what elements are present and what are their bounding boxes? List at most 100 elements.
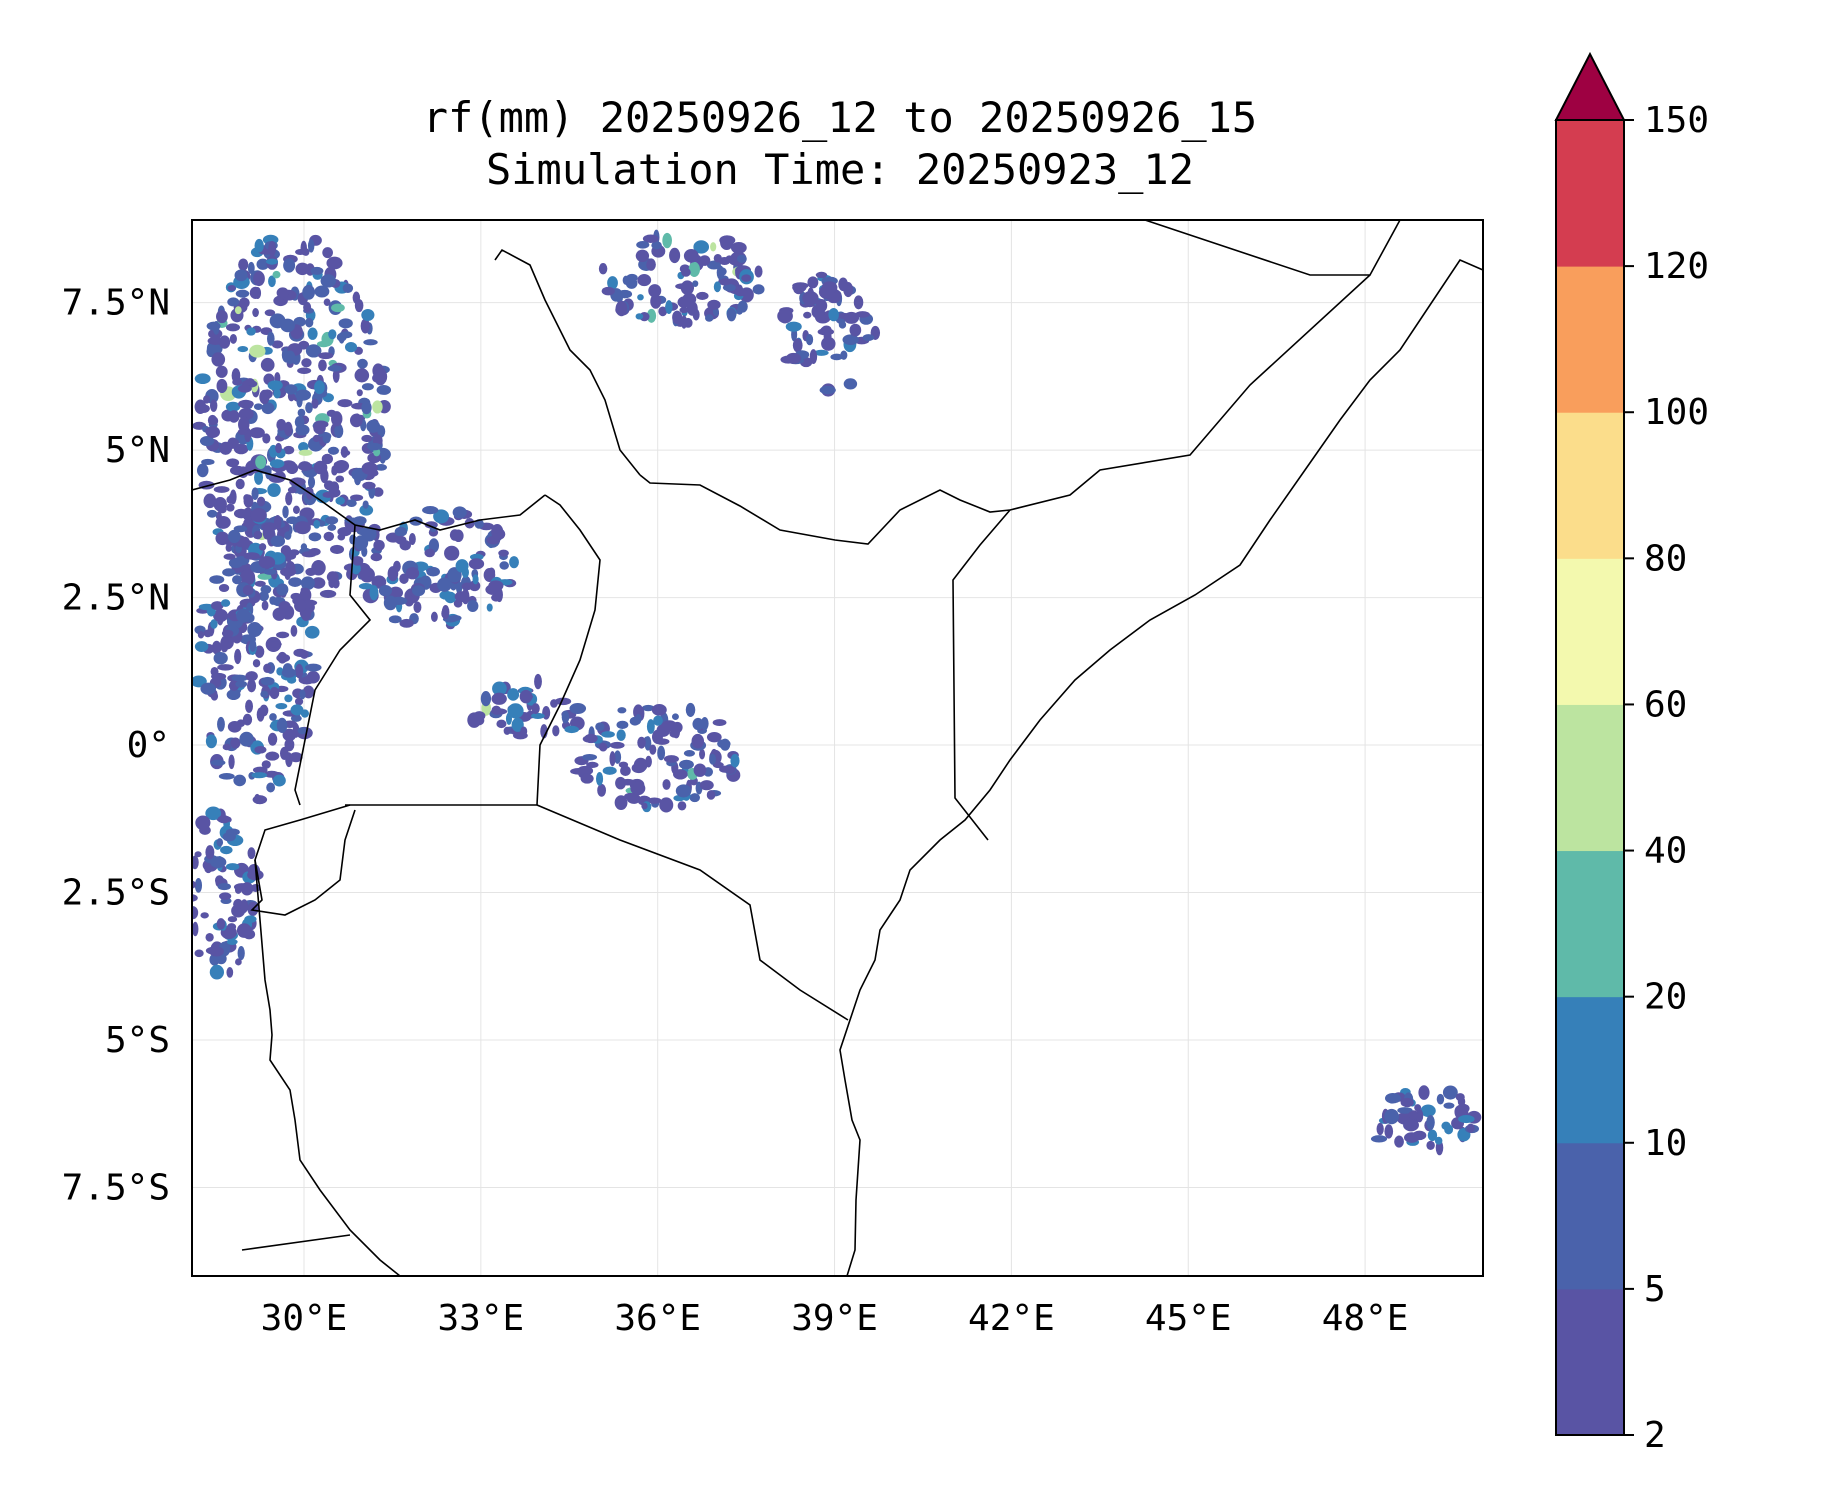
rain-cell [741, 274, 752, 282]
rain-cell [276, 717, 288, 733]
rain-cell [554, 697, 572, 706]
rain-cell [630, 781, 646, 796]
rain-cell [633, 704, 644, 720]
rain-cell [297, 367, 312, 374]
rain-cell [680, 280, 695, 295]
lon-tick-label: 33°E [438, 1298, 525, 1339]
rain-cell [299, 689, 306, 700]
rain-cell [209, 946, 224, 957]
rain-cell [257, 573, 272, 580]
rain-cell [219, 892, 232, 900]
border-somaliland-djibouti [1144, 220, 1401, 276]
rain-cell [308, 532, 322, 542]
rain-cell [256, 496, 266, 507]
rain-cell [268, 275, 276, 288]
rain-cell [247, 261, 255, 275]
rain-cell [226, 689, 241, 701]
rain-cell [367, 442, 382, 451]
rain-cell [642, 234, 659, 244]
rain-cell [1426, 1140, 1435, 1150]
lat-tick-label: 7.5°N [62, 283, 170, 324]
map-frame [191, 219, 1484, 1277]
rain-cell [277, 651, 288, 664]
rain-cell [340, 331, 353, 339]
rain-cell [209, 964, 225, 980]
rain-cell [253, 530, 263, 540]
rain-cell [194, 851, 202, 858]
rain-cell [218, 773, 235, 780]
rain-cell [215, 531, 230, 546]
rain-cell [662, 779, 671, 790]
rain-cell [626, 793, 641, 804]
rain-cell [842, 334, 859, 346]
rain-cell [654, 738, 670, 745]
rain-cell [1420, 1104, 1436, 1117]
rain-cell [222, 832, 236, 842]
rain-cell [346, 499, 357, 507]
colorbar-tick-label: 60 [1644, 684, 1687, 725]
rain-cell [361, 526, 377, 542]
rain-cell [254, 580, 266, 587]
rain-cell [615, 300, 628, 317]
rain-cell [254, 745, 267, 754]
rain-cell [227, 529, 241, 544]
rain-cell [266, 258, 279, 265]
rain-cell [217, 815, 231, 824]
colorbar-tick-label: 80 [1644, 538, 1687, 579]
rain-cell [360, 318, 370, 334]
rain-cell [613, 750, 622, 764]
rain-cell [1408, 1110, 1419, 1120]
rain-cell [297, 408, 306, 417]
rain-cell [616, 720, 629, 730]
chart-title: rf(mm) 20250926_12 to 20250926_15 Simula… [190, 92, 1490, 196]
border-ethiopia-sudan [494, 248, 641, 476]
rain-cell [430, 611, 438, 622]
rain-cell [210, 416, 219, 426]
rain-cell [295, 663, 304, 679]
rain-cell [194, 949, 204, 958]
rain-cell [843, 378, 858, 390]
rain-cell [225, 323, 241, 332]
rain-cell [310, 266, 324, 275]
rain-cell [327, 524, 337, 531]
rain-cell [707, 299, 721, 310]
rain-cell [203, 395, 211, 404]
rain-cell [240, 899, 249, 913]
rain-cell [601, 731, 615, 738]
rain-cell [598, 263, 608, 275]
rain-cell [454, 591, 469, 603]
colorbar-tick-label: 5 [1644, 1269, 1666, 1310]
rain-cell [673, 769, 688, 780]
rain-cell [651, 241, 662, 250]
rain-cell [349, 413, 363, 428]
rain-cell [725, 255, 734, 263]
rain-cell [301, 358, 312, 368]
rain-cell [491, 524, 504, 540]
rain-cell [472, 574, 479, 585]
rain-cell [269, 459, 285, 469]
rain-cell [318, 359, 327, 372]
rain-cell [1370, 1135, 1388, 1143]
rain-cell [254, 793, 261, 805]
rain-cell [373, 539, 385, 551]
rain-cell [602, 766, 617, 775]
rain-cell [232, 378, 243, 386]
rain-cell [614, 795, 628, 811]
border-kenya-uganda [536, 494, 601, 806]
rain-cell [284, 531, 292, 540]
rain-cell [467, 599, 479, 613]
rain-cell [730, 753, 740, 768]
rain-cell [792, 338, 803, 353]
rain-cell [653, 715, 663, 726]
rain-cell [279, 746, 289, 760]
latitude-axis: 7.5°N 5°N 2.5°N 0° 2.5°S 5°S 7.5°S [62, 283, 170, 1209]
rain-cell [205, 845, 215, 860]
rain-cell [210, 856, 227, 869]
rain-cell [246, 327, 256, 336]
rain-cell [1403, 1118, 1419, 1132]
colorbar-segment [1556, 1142, 1624, 1290]
rain-cell [229, 465, 246, 476]
rain-cell [661, 720, 678, 732]
rain-cell [726, 307, 737, 322]
rain-cell [713, 254, 722, 263]
